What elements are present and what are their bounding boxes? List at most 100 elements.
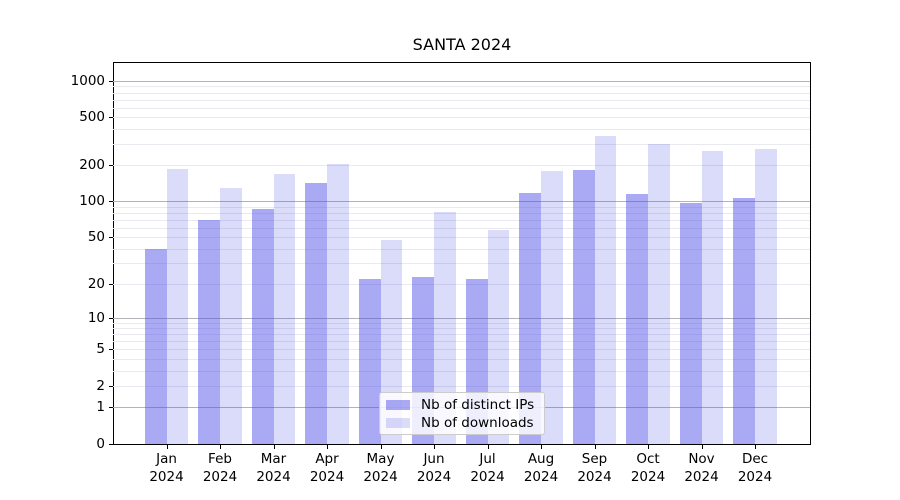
y-gridline-minor	[113, 283, 810, 285]
legend-swatch-distinct-ips-icon	[386, 399, 410, 410]
bar-distinct-ips	[519, 192, 541, 444]
y-tick-mark	[109, 201, 113, 203]
y-tick-mark	[109, 117, 113, 119]
legend-swatch-downloads-icon	[386, 417, 410, 428]
legend-item-downloads: Nb of downloads	[386, 415, 538, 431]
bar-downloads	[327, 164, 349, 444]
bar-distinct-ips	[679, 202, 702, 444]
x-tick-label-month: Aug	[527, 451, 555, 467]
y-gridline-minor	[113, 248, 810, 250]
x-tick-label: Aug 2024	[508, 451, 574, 486]
x-tick-label-month: Jun	[423, 451, 445, 467]
bar-distinct-ips	[626, 194, 648, 444]
bar-downloads	[701, 151, 724, 444]
y-gridline-minor	[113, 206, 810, 208]
bar-downloads	[166, 169, 189, 444]
bar-distinct-ips	[251, 208, 274, 444]
plot-area	[113, 62, 811, 445]
y-tick-label: 1000	[70, 72, 105, 89]
x-tick-mark	[648, 445, 649, 449]
x-tick-mark	[434, 445, 435, 449]
x-tick-mark	[380, 445, 382, 449]
y-tick-mark	[109, 165, 113, 167]
y-tick-label: 10	[87, 309, 105, 326]
y-tick-mark	[109, 80, 113, 82]
x-tick-mark	[220, 445, 221, 449]
bar-downloads	[594, 136, 617, 444]
x-tick-mark	[273, 445, 275, 449]
y-gridline-minor	[113, 92, 810, 94]
x-tick-label-month: Nov	[688, 451, 715, 467]
x-tick-label-month: Dec	[741, 451, 769, 467]
y-tick-label: 0	[96, 435, 105, 452]
x-tick-label: Nov 2024	[669, 451, 735, 486]
y-gridline-minor	[113, 263, 810, 265]
x-tick-label-month: Jul	[479, 451, 496, 467]
x-tick-label-year: 2024	[737, 468, 773, 485]
y-tick-mark	[109, 407, 113, 409]
x-tick-label: Sep 2024	[562, 451, 628, 486]
legend-item-distinct-ips: Nb of distinct IPs	[386, 397, 538, 413]
y-gridline-minor	[113, 349, 810, 351]
y-gridline-minor	[113, 359, 810, 360]
y-tick-mark	[109, 317, 113, 319]
x-tick-label: Feb 2024	[187, 451, 253, 486]
y-gridline-major	[113, 201, 810, 203]
bar-downloads	[648, 144, 670, 444]
y-tick-mark	[109, 349, 113, 351]
y-gridline-minor	[113, 370, 810, 372]
x-tick-mark	[594, 445, 596, 449]
y-tick-mark	[109, 283, 113, 285]
y-gridline-major	[113, 317, 810, 319]
x-tick-label-year: 2024	[202, 468, 238, 485]
y-tick-label: 1	[96, 399, 105, 416]
y-gridline-minor	[113, 322, 810, 324]
x-tick-label-month: Apr	[315, 451, 339, 467]
x-tick-label-year: 2024	[309, 468, 345, 485]
bar-distinct-ips	[572, 170, 595, 444]
y-gridline-minor	[113, 117, 810, 119]
chart-title: SANTA 2024	[412, 35, 512, 54]
y-gridline-minor	[113, 385, 810, 387]
x-tick-label-year: 2024	[149, 468, 184, 485]
bar-distinct-ips	[144, 248, 167, 444]
y-gridline-minor	[113, 219, 810, 221]
y-tick-mark	[109, 385, 113, 387]
y-gridline-minor	[113, 328, 810, 330]
x-tick-label: Oct 2024	[615, 451, 681, 486]
bar-distinct-ips	[305, 183, 327, 444]
bar-distinct-ips	[198, 219, 220, 444]
legend-label-distinct-ips: Nb of distinct IPs	[421, 396, 535, 413]
x-tick-label-month: May	[366, 451, 395, 467]
bar-distinct-ips	[733, 197, 755, 444]
bar-downloads	[434, 211, 456, 444]
y-gridline-minor	[113, 212, 810, 214]
y-gridline-minor	[113, 99, 810, 101]
legend: Nb of distinct IPs Nb of downloads	[379, 392, 545, 435]
y-tick-mark	[109, 443, 113, 445]
y-gridline-minor	[113, 227, 810, 229]
y-tick-label: 500	[79, 109, 105, 126]
y-gridline-minor	[113, 86, 810, 88]
bar-downloads	[755, 149, 777, 444]
y-tick-label: 100	[79, 193, 105, 210]
y-gridline-major	[113, 80, 810, 82]
x-tick-label-year: 2024	[523, 468, 559, 485]
y-tick-mark	[109, 237, 113, 239]
legend-label-downloads: Nb of downloads	[421, 414, 534, 431]
x-tick-label: Dec 2024	[722, 451, 788, 486]
x-tick-label: Jun 2024	[401, 451, 467, 486]
x-tick-label-year: 2024	[363, 468, 398, 485]
y-tick-label: 20	[87, 275, 105, 292]
y-gridline-minor	[113, 237, 810, 239]
x-tick-label-month: Jan	[156, 451, 177, 467]
y-gridline-minor	[113, 334, 810, 336]
x-tick-mark	[541, 445, 542, 449]
x-tick-label: May 2024	[348, 451, 414, 486]
plot-inner	[113, 62, 810, 444]
x-tick-label: Jan 2024	[134, 451, 200, 486]
x-tick-label-year: 2024	[470, 468, 505, 485]
bar-distinct-ips	[358, 278, 381, 444]
bar-downloads	[220, 187, 242, 444]
